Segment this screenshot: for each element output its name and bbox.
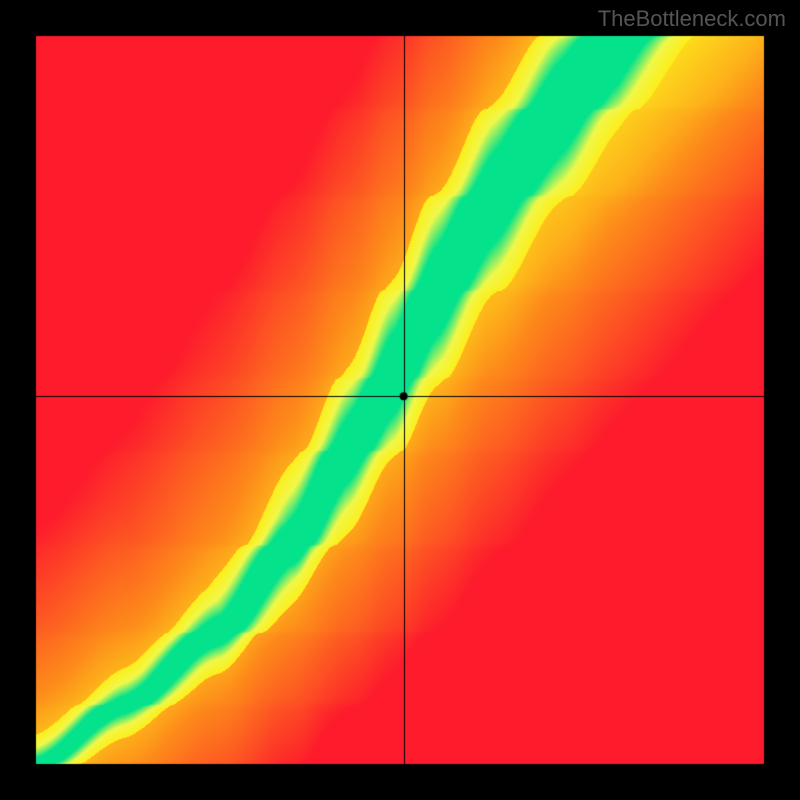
watermark-text: TheBottleneck.com [598, 6, 786, 32]
chart-container: TheBottleneck.com [0, 0, 800, 800]
heatmap-canvas [0, 0, 800, 800]
